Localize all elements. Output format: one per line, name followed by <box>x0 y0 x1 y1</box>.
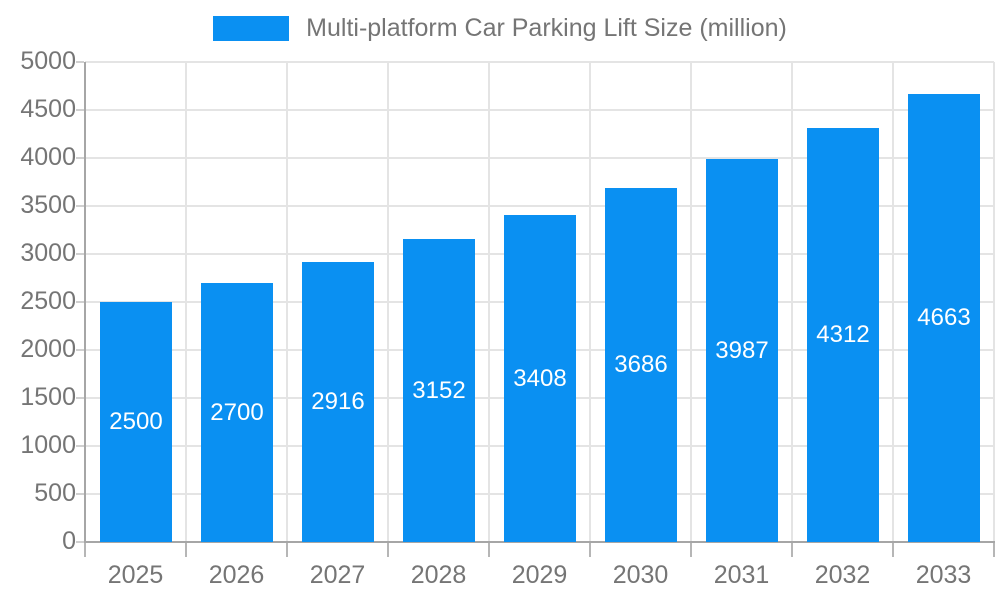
x-axis-label: 2028 <box>410 561 467 589</box>
x-axis-label: 2026 <box>208 561 265 589</box>
x-axis-line <box>84 541 995 543</box>
bar-value-label: 3686 <box>614 351 668 378</box>
x-axis-label: 2027 <box>309 561 366 589</box>
bar-value-label: 3987 <box>715 336 769 364</box>
y-axis-tick <box>76 445 84 447</box>
y-axis-label: 1500 <box>20 383 76 411</box>
y-axis-label: 4500 <box>20 95 76 123</box>
bar-2026[interactable]: 2700 <box>201 283 273 542</box>
gridline-horizontal <box>85 109 994 111</box>
y-axis-tick <box>76 397 84 399</box>
x-axis-label: 2030 <box>612 561 669 589</box>
gridline-vertical <box>387 62 389 542</box>
bar-2029[interactable]: 3408 <box>504 215 576 542</box>
bar-value-label: 4312 <box>816 321 870 348</box>
y-axis-tick <box>76 205 84 207</box>
legend-label: Multi-platform Car Parking Lift Size (mi… <box>306 14 787 42</box>
y-axis-label: 4000 <box>20 143 76 171</box>
gridline-vertical <box>286 62 288 542</box>
bar-value-label: 2700 <box>210 398 264 426</box>
y-axis-tick <box>76 253 84 255</box>
y-axis-label: 500 <box>34 479 76 507</box>
x-axis-label: 2031 <box>713 561 770 589</box>
bar-2031[interactable]: 3987 <box>706 159 778 542</box>
gridline-horizontal <box>85 157 994 159</box>
y-axis-tick <box>76 349 84 351</box>
y-axis-tick <box>76 301 84 303</box>
bar-2025[interactable]: 2500 <box>100 302 172 542</box>
x-axis-tick <box>791 542 793 557</box>
y-axis-label: 5000 <box>20 47 76 75</box>
y-axis-label: 2000 <box>20 335 76 363</box>
bar-2030[interactable]: 3686 <box>605 188 677 542</box>
bar-value-label: 2500 <box>109 408 163 435</box>
gridline-vertical <box>185 62 187 542</box>
y-axis-tick <box>76 157 84 159</box>
bar-2027[interactable]: 2916 <box>302 262 374 542</box>
x-axis-label: 2032 <box>814 561 871 589</box>
gridline-vertical <box>892 62 894 542</box>
y-axis-tick <box>76 541 84 543</box>
y-axis-line <box>84 62 86 542</box>
y-axis-label: 3000 <box>20 239 76 267</box>
gridline-vertical <box>690 62 692 542</box>
x-axis-tick <box>690 542 692 557</box>
gridline-vertical <box>488 62 490 542</box>
gridline-horizontal <box>85 61 994 63</box>
y-axis-tick <box>76 493 84 495</box>
y-axis-label: 1000 <box>20 431 76 459</box>
gridline-vertical <box>791 62 793 542</box>
x-axis-tick <box>892 542 894 557</box>
legend-swatch-icon <box>213 16 290 41</box>
bar-2033[interactable]: 4663 <box>908 94 980 542</box>
x-axis-tick <box>488 542 490 557</box>
x-axis-tick <box>185 542 187 557</box>
bar-value-label: 4663 <box>917 304 971 331</box>
legend-item[interactable]: Multi-platform Car Parking Lift Size (mi… <box>0 14 1000 43</box>
bar-value-label: 3152 <box>412 376 466 404</box>
gridline-vertical <box>993 62 995 542</box>
x-axis-tick <box>387 542 389 557</box>
bar-value-label: 2916 <box>311 388 365 415</box>
y-axis-label: 2500 <box>20 287 76 315</box>
y-axis-tick <box>76 109 84 111</box>
x-axis-tick <box>286 542 288 557</box>
gridline-vertical <box>589 62 591 542</box>
x-axis-label: 2025 <box>107 561 164 589</box>
bar-2032[interactable]: 4312 <box>807 128 879 542</box>
x-axis-tick <box>589 542 591 557</box>
x-axis-tick <box>84 542 86 557</box>
x-axis-label: 2029 <box>511 561 568 589</box>
y-axis-label: 0 <box>62 527 76 555</box>
x-axis-label: 2033 <box>915 561 972 589</box>
y-axis-tick <box>76 61 84 63</box>
y-axis-label: 3500 <box>20 191 76 219</box>
x-axis-tick <box>993 542 995 557</box>
bar-value-label: 3408 <box>513 364 567 392</box>
bar-2028[interactable]: 3152 <box>403 239 475 542</box>
gridline-horizontal <box>85 205 994 207</box>
